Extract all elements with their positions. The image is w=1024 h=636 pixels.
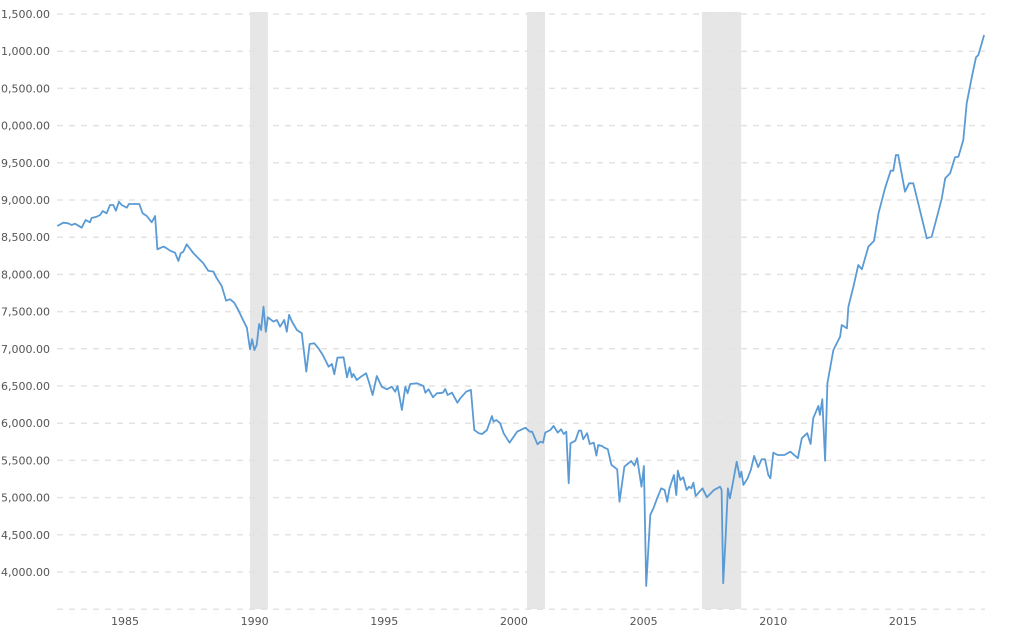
y-tick-label: 4,000.00 — [1, 566, 50, 579]
y-tick-label: 5,000.00 — [1, 492, 50, 505]
x-tick-label: 1985 — [111, 615, 139, 628]
y-tick-label: 8,500.00 — [1, 231, 50, 244]
x-tick-label: 2015 — [889, 615, 917, 628]
x-tick-label: 2010 — [759, 615, 787, 628]
x-tick-label: 2005 — [630, 615, 658, 628]
y-tick-label: 10,000.00 — [0, 120, 50, 133]
x-tick-label: 2000 — [500, 615, 528, 628]
y-axis-labels: 11,500.00 11,000.00 10,500.00 10,000.00 9,50… — [0, 8, 50, 579]
y-tick-label: 6,000.00 — [1, 417, 50, 430]
y-tick-label: 5,500.00 — [1, 454, 50, 467]
series-line — [56, 34, 985, 587]
x-axis-labels: 1985 1990 1995 2000 2005 2010 2015 — [111, 615, 917, 628]
y-tick-label: 10,500.00 — [0, 82, 50, 95]
gridlines — [57, 13, 985, 610]
y-tick-label: 9,000.00 — [1, 194, 50, 207]
recession-band — [526, 12, 546, 609]
y-tick-label: 9,500.00 — [1, 157, 50, 170]
y-tick-label: 6,500.00 — [1, 380, 50, 393]
y-tick-label: 4,500.00 — [1, 529, 50, 542]
recession-bands — [249, 12, 742, 609]
y-tick-label: 11,500.00 — [0, 8, 50, 21]
y-tick-label: 8,000.00 — [1, 268, 50, 281]
y-tick-label: 7,500.00 — [1, 306, 50, 319]
x-tick-label: 1995 — [370, 615, 398, 628]
recession-band — [249, 12, 268, 609]
y-tick-label: 11,000.00 — [0, 45, 50, 58]
x-tick-label: 1990 — [241, 615, 269, 628]
y-tick-label: 7,000.00 — [1, 343, 50, 356]
